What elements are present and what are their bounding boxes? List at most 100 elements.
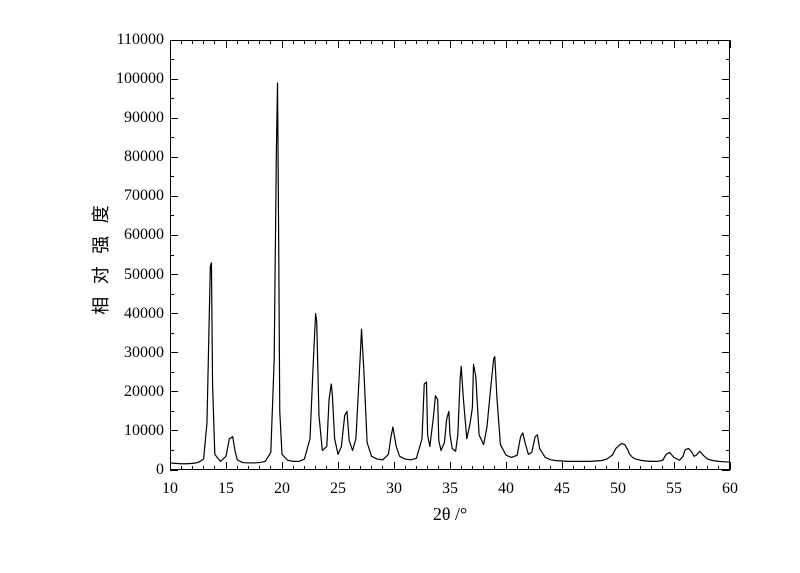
y-tick-label: 60000 [110,226,164,244]
y-minor-tick [170,450,174,451]
x-tick [618,462,619,470]
x-minor-tick [461,466,462,470]
x-minor-tick [427,466,428,470]
x-tick-top [506,40,507,48]
x-minor-tick [483,466,484,470]
x-tick-top [226,40,227,48]
y-tick-label: 10000 [110,422,164,440]
y-tick-right [722,391,730,392]
x-minor-tick-top [584,40,585,44]
y-tick-right [722,157,730,158]
y-tick-right [722,235,730,236]
x-minor-tick [573,466,574,470]
x-minor-tick-top [595,40,596,44]
xrd-line [170,40,730,470]
x-minor-tick-top [326,40,327,44]
x-minor-tick [293,466,294,470]
x-minor-tick [696,466,697,470]
x-minor-tick-top [192,40,193,44]
y-tick-label: 40000 [110,305,164,323]
y-minor-tick [170,176,174,177]
x-tick [674,462,675,470]
x-minor-tick [707,466,708,470]
x-minor-tick-top [237,40,238,44]
x-tick-top [338,40,339,48]
y-minor-tick-right [726,98,730,99]
y-tick-label: 0 [110,461,164,479]
x-minor-tick-top [651,40,652,44]
x-minor-tick [181,466,182,470]
x-minor-tick [405,466,406,470]
x-minor-tick [259,466,260,470]
x-tick-label: 40 [498,480,514,498]
x-minor-tick-top [304,40,305,44]
x-minor-tick-top [203,40,204,44]
x-tick-label: 10 [162,480,178,498]
y-tick-right [722,313,730,314]
y-tick-label: 110000 [110,31,164,49]
y-minor-tick [170,59,174,60]
x-tick [450,462,451,470]
y-tick-right [722,196,730,197]
x-tick [338,462,339,470]
y-tick [170,79,178,80]
x-minor-tick [438,466,439,470]
y-tick [170,235,178,236]
x-minor-tick [304,466,305,470]
x-minor-tick-top [528,40,529,44]
x-tick [394,462,395,470]
x-minor-tick-top [483,40,484,44]
x-minor-tick-top [662,40,663,44]
x-minor-tick-top [293,40,294,44]
x-tick-top [450,40,451,48]
y-minor-tick-right [726,59,730,60]
x-minor-tick-top [539,40,540,44]
y-tick-right [722,430,730,431]
y-tick-label: 50000 [110,266,164,284]
x-minor-tick-top [629,40,630,44]
x-tick-label: 55 [666,480,682,498]
y-minor-tick-right [726,450,730,451]
xrd-figure: 2θ /° 相 对 强 度 1015202530354045505560 010… [0,0,800,573]
x-minor-tick [270,466,271,470]
x-minor-tick [203,466,204,470]
x-minor-tick-top [214,40,215,44]
y-minor-tick [170,255,174,256]
x-minor-tick [550,466,551,470]
x-minor-tick [472,466,473,470]
x-minor-tick [640,466,641,470]
x-minor-tick-top [461,40,462,44]
x-tick [282,462,283,470]
x-minor-tick-top [427,40,428,44]
y-tick-label: 30000 [110,344,164,362]
x-minor-tick-top [707,40,708,44]
x-tick-top [618,40,619,48]
x-minor-tick-top [696,40,697,44]
x-minor-tick [315,466,316,470]
x-tick-top [282,40,283,48]
x-minor-tick [360,466,361,470]
x-minor-tick [662,466,663,470]
x-minor-tick [685,466,686,470]
x-minor-tick-top [517,40,518,44]
x-minor-tick [214,466,215,470]
y-minor-tick [170,333,174,334]
x-minor-tick-top [640,40,641,44]
x-minor-tick [517,466,518,470]
y-minor-tick-right [726,294,730,295]
y-tick [170,40,178,41]
x-tick-top [394,40,395,48]
x-minor-tick [606,466,607,470]
x-minor-tick [382,466,383,470]
y-minor-tick-right [726,176,730,177]
x-minor-tick-top [438,40,439,44]
y-tick-right [722,118,730,119]
y-minor-tick [170,98,174,99]
y-tick-label: 80000 [110,148,164,166]
x-minor-tick-top [371,40,372,44]
y-tick [170,430,178,431]
x-minor-tick-top [259,40,260,44]
x-minor-tick-top [181,40,182,44]
x-minor-tick-top [718,40,719,44]
x-minor-tick [629,466,630,470]
